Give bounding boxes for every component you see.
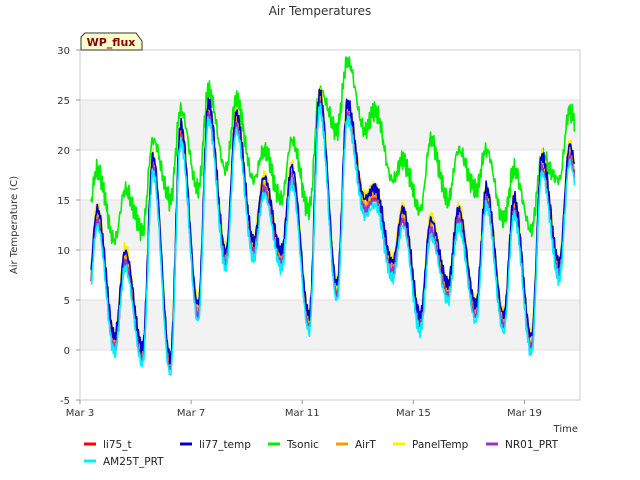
y-tick-label: 30 — [57, 46, 70, 57]
x-tick-label: Mar 3 — [66, 408, 94, 419]
y-tick-label: 5 — [64, 296, 70, 307]
x-axis: Mar 3 Mar 7 Mar 11 Mar 15 Mar 19 — [66, 400, 542, 419]
chart-title: Air Temperatures — [269, 4, 372, 18]
y-axis-label: Air Temperature (C) — [9, 176, 20, 274]
y-tick-label: -5 — [60, 396, 70, 407]
plot-frame — [79, 49, 581, 401]
legend-item: li75_t — [84, 439, 132, 451]
legend-label: PanelTemp — [412, 439, 469, 451]
legend-item: PanelTemp — [393, 439, 469, 451]
y-tick-label: 20 — [57, 146, 70, 157]
legend-item: Tsonic — [268, 439, 319, 451]
y-tick-label: 15 — [57, 196, 70, 207]
legend-label: AM25T_PRT — [103, 456, 164, 468]
legend-item: AirT — [336, 439, 376, 451]
series-layer — [90, 56, 576, 376]
site-badge: WP_flux — [80, 32, 143, 51]
series-line-am25t-prt — [90, 102, 576, 376]
legend: li75_t li77_temp Tsonic AirT PanelTemp NR01_P… — [84, 439, 559, 468]
legend-label: Tsonic — [286, 439, 319, 451]
site-badge-label: WP_flux — [87, 36, 136, 49]
legend-item: NR01_PRT — [486, 439, 559, 451]
x-tick-label: Mar 7 — [177, 408, 205, 419]
legend-label: li77_temp — [199, 439, 251, 451]
legend-label: li75_t — [103, 439, 132, 451]
y-tick-label: 25 — [57, 96, 70, 107]
series-line-tsonic — [90, 56, 576, 246]
y-tick-label: 0 — [64, 346, 70, 357]
x-axis-label: Time — [553, 424, 578, 435]
legend-label: AirT — [355, 439, 376, 451]
y-tick-label: 10 — [57, 246, 70, 257]
x-tick-label: Mar 15 — [396, 408, 431, 419]
legend-item: li77_temp — [180, 439, 251, 451]
y-axis: -5 0 5 10 15 20 25 30 — [57, 46, 80, 407]
x-tick-label: Mar 11 — [285, 408, 320, 419]
legend-label: NR01_PRT — [505, 439, 559, 451]
legend-item: AM25T_PRT — [84, 456, 164, 468]
x-tick-label: Mar 19 — [507, 408, 542, 419]
